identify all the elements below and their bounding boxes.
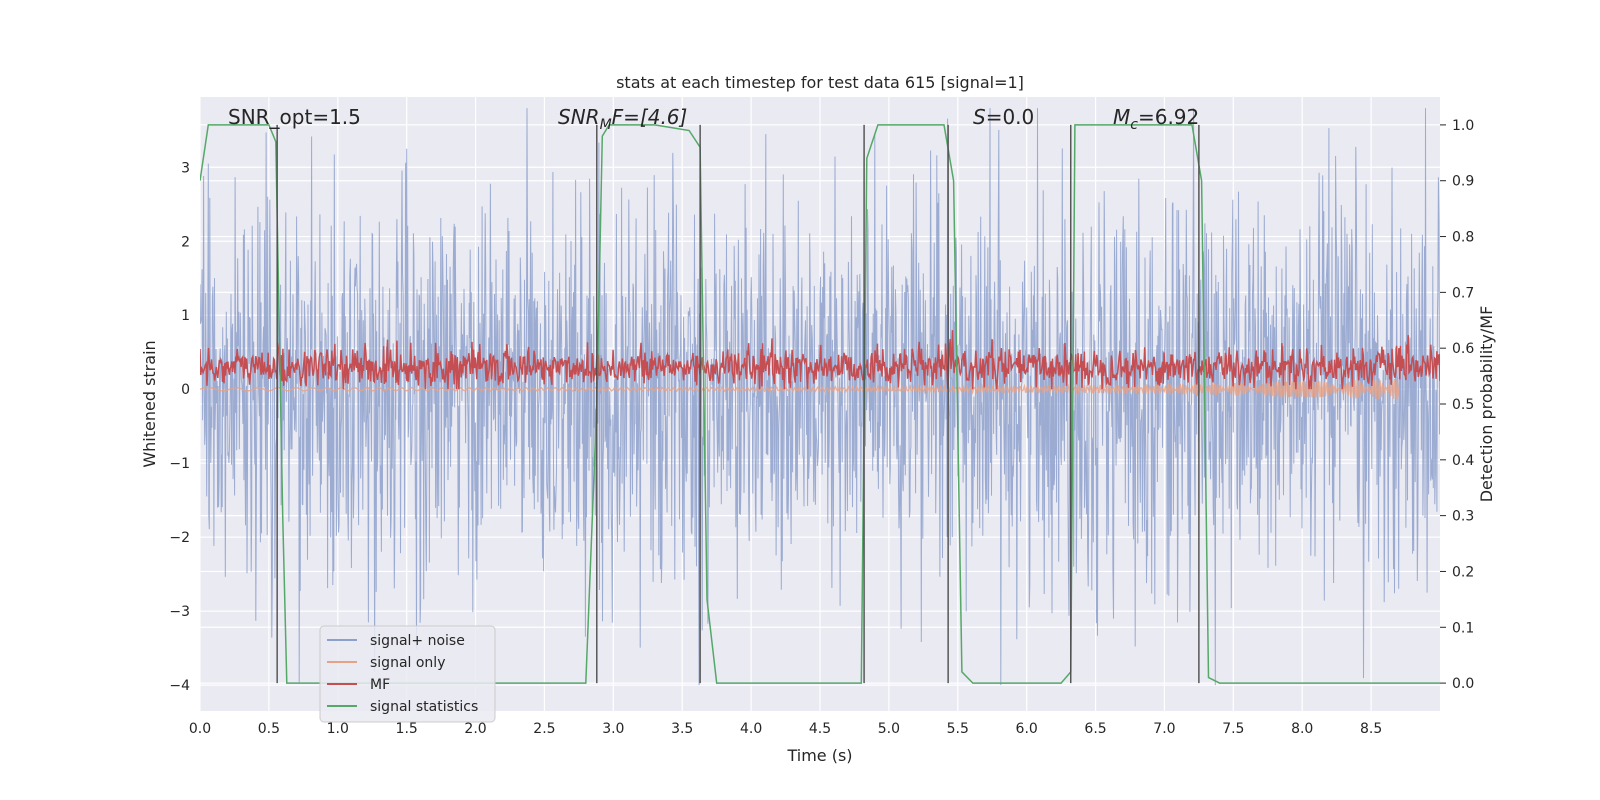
annotation-snr-mf-main: SNR (558, 105, 600, 129)
x-tick-label: 0.0 (189, 721, 211, 737)
y-tick-label-left: 3 (181, 160, 190, 176)
x-tick-label: 2.5 (533, 721, 555, 737)
annotation-mc-sub: c (1130, 117, 1138, 133)
x-tick-label: 8.0 (1291, 721, 1313, 737)
annotation-snr-opt: SNR_opt=1.5 (228, 105, 361, 129)
y-tick-label-right: 1.0 (1452, 118, 1474, 134)
x-tick-label: 4.5 (809, 721, 831, 737)
x-tick-label: 5.5 (947, 721, 969, 737)
x-tick-label: 7.5 (1222, 721, 1244, 737)
x-tick-label: 6.5 (1084, 721, 1106, 737)
legend-label: signal only (370, 655, 445, 671)
x-tick-label: 1.0 (327, 721, 349, 737)
series-line-1 (200, 108, 1440, 686)
annotation-s-rest: =0.0 (986, 105, 1035, 129)
y-tick-label-right: 0.8 (1452, 230, 1474, 246)
legend: signal+ noise signal only MF signal statist… (319, 625, 496, 723)
y-tick-label-left: −2 (169, 530, 190, 546)
x-tick-label: 6.0 (1016, 721, 1038, 737)
series-line-3 (200, 330, 1440, 390)
x-tick-label: 2.0 (464, 721, 486, 737)
y-tick-label-right: 0.6 (1452, 341, 1474, 357)
x-tick-label: 7.0 (1153, 721, 1175, 737)
annotation-mc: Mc=6.92 (1113, 105, 1199, 133)
x-tick-label: 0.5 (258, 721, 280, 737)
y-axis-right-label: Detection probability/MF (1477, 306, 1496, 503)
y-tick-label-right: 0.1 (1452, 620, 1474, 636)
y-tick-label-right: 0.9 (1452, 174, 1474, 190)
y-tick-label-left: −4 (169, 678, 190, 694)
y-tick-label-left: 0 (181, 382, 190, 398)
y-tick-label-right: 0.4 (1452, 453, 1474, 469)
x-tick-label: 5.0 (878, 721, 900, 737)
x-tick-label: 3.5 (671, 721, 693, 737)
y-tick-label-left: −3 (169, 604, 190, 620)
annotation-snr-mf: SNRMF=[4.6] (558, 105, 687, 133)
y-tick-label-right: 0.2 (1452, 564, 1474, 580)
legend-label: MF (370, 677, 390, 693)
vertical-markers (276, 124, 1200, 684)
x-axis-ticks: 0.0 0.5 1.0 1.5 2.0 2.5 3.0 3.5 4.0 4.5 5.0 5.5 6.0 6… (189, 721, 1382, 737)
x-tick-label: 4.0 (740, 721, 762, 737)
y-axis-right-ticks: 0.0 0.1 0.2 0.3 0.4 0.5 0.6 0.7 0.8 0.9 1.0 (1440, 118, 1474, 692)
legend-label: signal+ noise (370, 633, 465, 649)
y-tick-label-right: 0.7 (1452, 285, 1474, 301)
legend-label: signal statistics (370, 699, 478, 715)
legend-items: signal+ noise signal only MF signal statist… (327, 633, 478, 715)
y-axis-left-ticks: −4 −3 −2 −1 0 1 2 3 (169, 160, 190, 694)
y-axis-left-label: Whitened strain (140, 340, 159, 467)
y-tick-label-left: 1 (181, 308, 190, 324)
x-tick-label: 3.0 (602, 721, 624, 737)
y-tick-label-right: 0.0 (1452, 676, 1474, 692)
y-tick-label-right: 0.5 (1452, 397, 1474, 413)
series-line-4 (200, 124, 1440, 684)
x-axis-label: Time (s) (786, 746, 852, 765)
legend-box (319, 625, 496, 723)
y-tick-label-left: −1 (169, 456, 190, 472)
y-tick-label-right: 0.3 (1452, 509, 1474, 525)
annotation-snr-mf-sub: M (600, 117, 612, 133)
annotation-s-main: S (973, 105, 986, 129)
annotation-s: S=0.0 (973, 105, 1034, 129)
chart-title: stats at each timestep for test data 615… (616, 73, 1024, 92)
annotation-snr-mf-rest: F=[4.6] (612, 105, 688, 129)
annotation-mc-main: M (1113, 105, 1130, 129)
x-tick-label: 1.5 (396, 721, 418, 737)
x-tick-label: 8.5 (1360, 721, 1382, 737)
annotation-mc-rest: =6.92 (1138, 105, 1199, 129)
y-tick-label-left: 2 (181, 234, 190, 250)
